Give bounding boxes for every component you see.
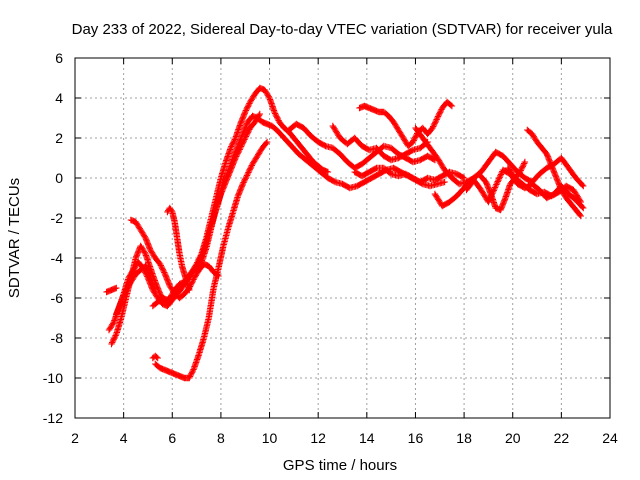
marks-layer (103, 84, 587, 382)
x-tick-label: 14 (359, 430, 375, 446)
satellite-track-17 (463, 166, 587, 212)
y-tick-label: 6 (55, 50, 63, 66)
satellite-track-11 (329, 122, 431, 164)
satellite-track-5 (149, 352, 161, 362)
data-point-markers (356, 98, 456, 150)
y-tick-label: 4 (55, 90, 63, 106)
y-tick-label: 0 (55, 170, 63, 186)
x-tick-label: 24 (602, 430, 618, 446)
chart-title: Day 233 of 2022, Sidereal Day-to-day VTE… (72, 21, 613, 38)
y-tick-label: -6 (51, 290, 64, 306)
satellite-track-4 (152, 138, 271, 382)
x-tick-label: 20 (505, 430, 521, 446)
data-point-markers (103, 284, 120, 296)
satellite-track-2 (108, 112, 448, 348)
y-tick-label: -10 (43, 370, 63, 386)
x-tick-label: 6 (168, 430, 176, 446)
satellite-track-12 (356, 98, 456, 150)
y-tick-label: -4 (51, 250, 64, 266)
x-axis-title: GPS time / hours (283, 457, 397, 474)
x-tick-label: 4 (120, 430, 128, 446)
data-point-markers (152, 138, 271, 382)
data-point-markers (113, 262, 159, 318)
x-tick-label: 12 (310, 430, 326, 446)
x-tick-label: 2 (71, 430, 79, 446)
satellite-track-9 (149, 110, 263, 310)
x-tick-label: 22 (554, 430, 570, 446)
data-point-markers (351, 164, 468, 186)
x-tick-label: 8 (217, 430, 225, 446)
data-point-markers (149, 352, 161, 362)
y-tick-label: -2 (51, 210, 64, 226)
x-tick-label: 10 (262, 430, 278, 446)
y-tick-label: 2 (55, 130, 63, 146)
satellite-track-8 (103, 284, 120, 296)
satellite-track-18 (351, 164, 468, 186)
satellite-track-7 (113, 262, 159, 318)
plot-frame (74, 57, 611, 419)
x-tick-label: 16 (408, 430, 424, 446)
data-point-markers (463, 166, 587, 212)
y-tick-label: -8 (51, 330, 64, 346)
y-tick-label: -12 (43, 410, 63, 426)
x-tick-label: 18 (456, 430, 472, 446)
data-point-markers (329, 122, 431, 164)
data-point-markers (108, 112, 448, 348)
data-point-markers (149, 110, 263, 310)
y-axis-title: SDTVAR / TECUs (6, 178, 23, 298)
